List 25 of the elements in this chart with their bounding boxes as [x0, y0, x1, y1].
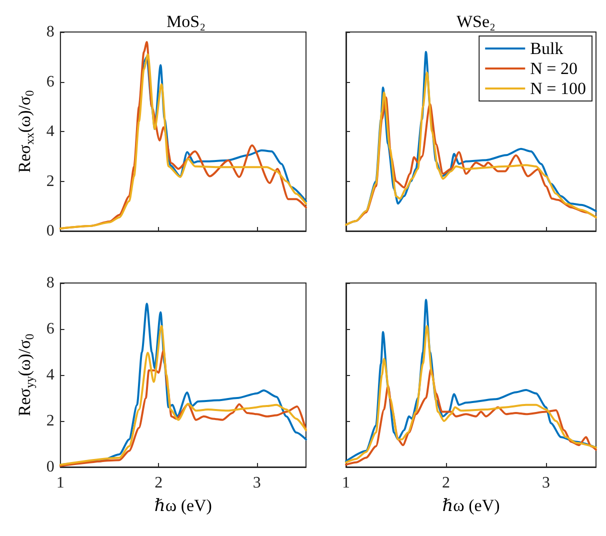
y-tick-label: 8: [46, 24, 54, 40]
y-tick-label: 6: [46, 320, 54, 338]
legend-label: Bulk: [530, 39, 564, 58]
x-axis-title: ℏω (eV): [154, 496, 212, 515]
x-tick-label: 1: [56, 474, 64, 492]
legend-label: N = 20: [530, 59, 578, 78]
chart-title: WSe₂: [456, 12, 496, 31]
x-tick-label: 3: [542, 474, 550, 492]
y-tick-label: 4: [46, 123, 54, 140]
y-tick-label: 2: [46, 172, 54, 190]
y-tick-label: 6: [46, 73, 54, 90]
y-tick-label: 4: [46, 366, 54, 384]
y-tick-label: 0: [46, 222, 54, 240]
y-tick-label: 8: [46, 274, 54, 292]
x-tick-label: 2: [154, 474, 163, 492]
chart-title: MoS₂: [166, 12, 206, 31]
x-tick-label: 2: [442, 474, 450, 492]
y-axis-title: Reσxx(ω)/σ0: [15, 90, 36, 173]
x-tick-label: 1: [342, 474, 350, 492]
x-axis-title: ℏω (eV): [442, 496, 500, 515]
legend-label: N = 100: [530, 79, 586, 98]
y-tick-label: 2: [46, 412, 54, 430]
y-tick-label: 0: [46, 458, 54, 476]
y-axis-title: Reσyy(ω)/σ0: [15, 334, 36, 416]
x-tick-label: 3: [252, 474, 261, 492]
